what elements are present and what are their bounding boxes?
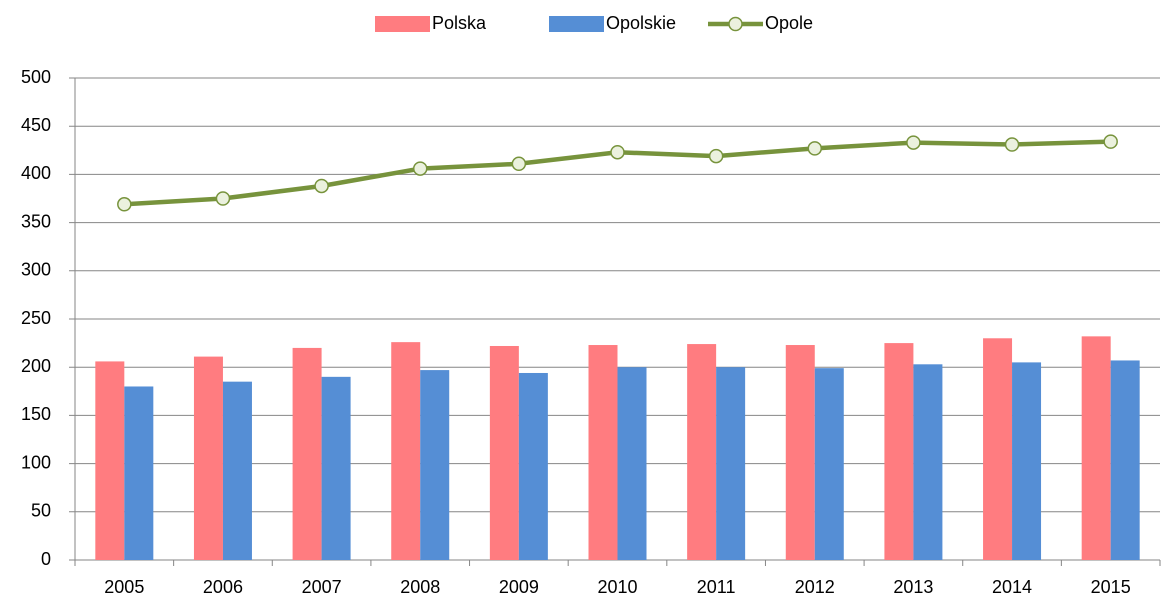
legend-swatch bbox=[549, 16, 604, 32]
y-tick-label: 250 bbox=[21, 308, 51, 328]
line-marker bbox=[412, 161, 428, 176]
line-marker bbox=[1004, 137, 1020, 152]
bar bbox=[518, 372, 548, 560]
x-tick-label: 2005 bbox=[104, 577, 144, 597]
x-tick-label: 2009 bbox=[499, 577, 539, 597]
y-tick-label: 300 bbox=[21, 260, 51, 280]
y-tick-label: 500 bbox=[21, 67, 51, 87]
bar bbox=[222, 381, 252, 560]
x-tick-label: 2006 bbox=[203, 577, 243, 597]
bar bbox=[687, 344, 717, 560]
bar bbox=[321, 376, 351, 560]
y-tick-label: 400 bbox=[21, 163, 51, 183]
bar bbox=[1012, 362, 1042, 560]
legend-label: Opolskie bbox=[606, 13, 676, 33]
x-tick-label: 2014 bbox=[992, 577, 1032, 597]
bar bbox=[785, 345, 815, 560]
bar bbox=[292, 347, 322, 560]
x-tick-label: 2010 bbox=[597, 577, 637, 597]
bar bbox=[588, 345, 618, 560]
x-tick-label: 2012 bbox=[795, 577, 835, 597]
bar bbox=[489, 345, 519, 560]
bar bbox=[983, 338, 1013, 560]
bar bbox=[95, 361, 125, 560]
legend-swatch bbox=[375, 16, 430, 32]
x-tick-label: 2015 bbox=[1091, 577, 1131, 597]
line-marker bbox=[511, 156, 527, 172]
bar bbox=[420, 370, 450, 560]
legend-label: Polska bbox=[432, 13, 487, 33]
line-marker bbox=[1103, 134, 1118, 149]
x-tick-label: 2013 bbox=[893, 577, 933, 597]
x-tick-label: 2007 bbox=[302, 577, 342, 597]
y-tick-label: 200 bbox=[21, 356, 51, 376]
line-marker bbox=[117, 197, 132, 212]
bar bbox=[391, 342, 421, 560]
bar bbox=[617, 367, 647, 560]
y-tick-label: 150 bbox=[21, 404, 51, 424]
bar bbox=[884, 343, 914, 560]
bar bbox=[1110, 360, 1140, 560]
line-marker bbox=[610, 144, 625, 160]
legend-label: Opole bbox=[765, 13, 813, 33]
bar bbox=[193, 356, 223, 560]
y-tick-label: 350 bbox=[21, 211, 51, 231]
y-tick-label: 0 bbox=[41, 549, 51, 569]
legend-marker bbox=[728, 16, 743, 32]
line-marker bbox=[807, 141, 823, 156]
bar bbox=[124, 386, 154, 560]
line-marker bbox=[708, 148, 724, 164]
y-tick-label: 100 bbox=[21, 452, 51, 472]
x-tick-label: 2008 bbox=[400, 577, 440, 597]
line-marker bbox=[215, 191, 231, 206]
bar bbox=[1081, 336, 1111, 560]
bar bbox=[913, 364, 943, 560]
line-marker bbox=[906, 135, 921, 150]
y-tick-label: 450 bbox=[21, 115, 51, 135]
y-tick-label: 50 bbox=[31, 501, 51, 521]
bar bbox=[716, 367, 746, 560]
x-tick-label: 2011 bbox=[697, 577, 736, 597]
line-marker bbox=[314, 178, 329, 194]
bar bbox=[814, 368, 844, 560]
